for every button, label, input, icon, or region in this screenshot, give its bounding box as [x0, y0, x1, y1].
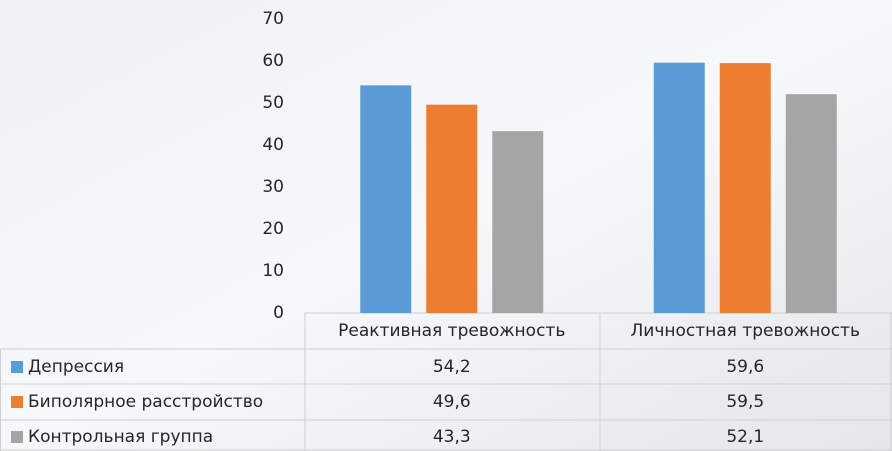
category-label: Личностная тревожность [631, 321, 860, 341]
table-value: 59,5 [726, 392, 764, 412]
bar [360, 85, 411, 313]
bar [720, 63, 771, 313]
bar [654, 63, 705, 313]
legend-label: Контрольная группа [28, 427, 213, 447]
y-tick-label: 30 [262, 177, 284, 197]
y-tick-label: 40 [262, 135, 284, 155]
table-value: 52,1 [726, 427, 764, 447]
table-value: 54,2 [433, 357, 471, 377]
chart: 0 10 20 30 40 50 60 70 Реактивная тревожность 54,… [0, 0, 892, 451]
table-value: 49,6 [433, 392, 471, 412]
table-value: 43,3 [433, 427, 471, 447]
legend-label: Депрессия [28, 357, 124, 377]
legend-swatch [11, 396, 23, 408]
y-tick-label: 10 [262, 261, 284, 281]
bar [786, 94, 837, 313]
bar [492, 131, 543, 313]
table-value: 59,6 [726, 357, 764, 377]
bar [426, 105, 477, 313]
category-label: Реактивная тревожность [338, 321, 565, 341]
legend-label: Биполярное расстройство [28, 392, 263, 412]
y-tick-label: 0 [273, 303, 284, 323]
y-tick-label: 70 [262, 9, 284, 29]
legend-swatch [11, 361, 23, 373]
legend-swatch [11, 431, 23, 443]
y-tick-label: 60 [262, 51, 284, 71]
y-tick-label: 20 [262, 219, 284, 239]
y-tick-label: 50 [262, 93, 284, 113]
